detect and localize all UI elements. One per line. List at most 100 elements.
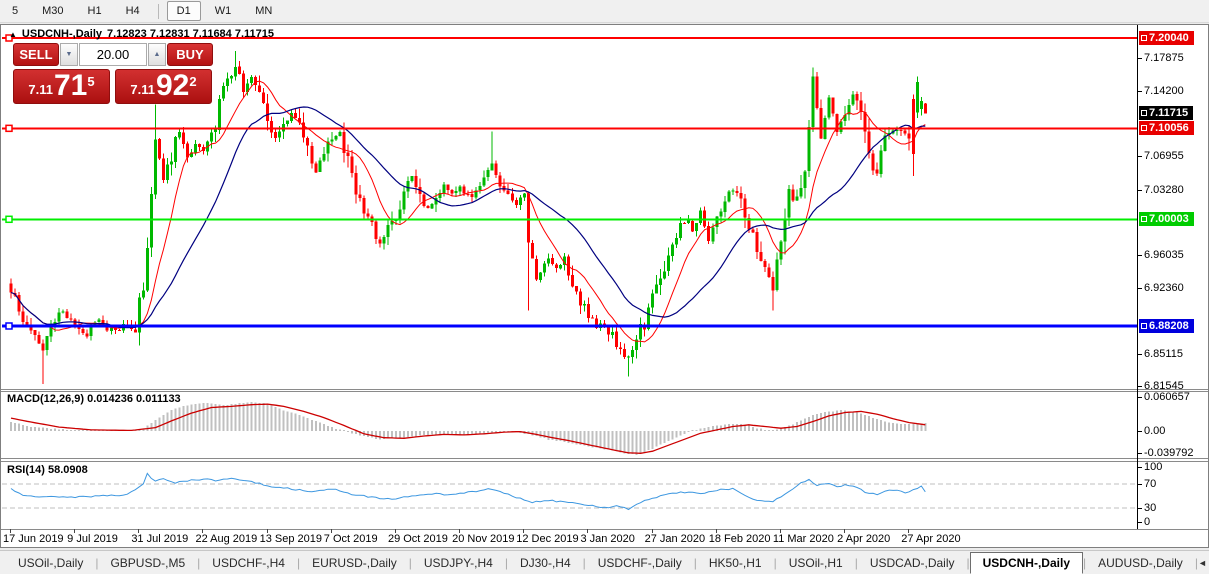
symbol-tab-usdchf-daily[interactable]: USDCHF-,Daily	[597, 555, 682, 570]
pane-separator[interactable]	[1, 458, 1208, 459]
symbol-tab-usdcad-daily[interactable]: USDCAD-,Daily	[869, 555, 955, 570]
axis-tick	[1138, 467, 1142, 468]
axis-tick	[1138, 386, 1142, 388]
date-tick	[651, 529, 653, 533]
pane-separator	[1, 391, 1208, 392]
axis-tick	[1138, 189, 1142, 191]
price-tick-label: 7.17875	[1144, 51, 1184, 64]
tab-separator: |	[504, 555, 508, 570]
timeframe-button-w1[interactable]: W1	[214, 5, 232, 17]
axis-tick	[1138, 255, 1142, 257]
price-tick-label: 7.03280	[1144, 183, 1184, 196]
one-click-trading-panel: SELL ▼ 20.00 ▲ BUY 7.11 71 5 7.11 92 2	[13, 43, 213, 104]
volume-decrease-button[interactable]: ▼	[60, 43, 78, 66]
symbol-tab-usoil-daily[interactable]: USOil-,Daily	[18, 555, 84, 570]
date-label: 13 Sep 2019	[259, 533, 323, 545]
price-tick-label: 7.06955	[1144, 150, 1184, 163]
timeframe-button-5[interactable]: 5	[12, 5, 19, 17]
date-label: 7 Oct 2019	[323, 533, 378, 545]
sell-button[interactable]: SELL	[13, 43, 59, 66]
chart-title: ▲ USDCNH-,Daily 7.12823 7.12831 7.11684 …	[9, 28, 274, 40]
symbol-tab-eurusd-daily[interactable]: EURUSD-,Daily	[312, 555, 397, 570]
chart-canvas[interactable]	[2, 25, 1138, 547]
axis-tick	[1138, 508, 1142, 509]
sell-price-prefix: 7.11	[28, 82, 53, 97]
symbol-period-label: USDCNH-,Daily	[21, 28, 102, 40]
date-label: 2 Apr 2020	[837, 533, 891, 545]
symbol-tab-usdjpy-h4[interactable]: USDJPY-,H4	[423, 555, 493, 570]
symbol-tab-usdchf-h4[interactable]: USDCHF-,H4	[212, 555, 285, 570]
symbol-tab-audusd-daily[interactable]: AUDUSD-,Daily	[1098, 555, 1183, 570]
date-tick	[330, 529, 332, 533]
axis-tick	[1138, 353, 1142, 355]
rsi-axis-label: 70	[1144, 478, 1157, 490]
tab-separator: |	[1194, 555, 1198, 570]
price-tick-label: 6.81545	[1144, 380, 1184, 393]
symbol-tab-hk50-h1[interactable]: HK50-,H1	[708, 555, 762, 570]
axis-tick	[1138, 431, 1142, 432]
expand-icon[interactable]: ▲	[9, 29, 17, 39]
volume-input[interactable]: 20.00	[79, 43, 147, 66]
timeframe-button-mn[interactable]: MN	[255, 5, 273, 17]
timeframe-button-m30[interactable]: M30	[42, 5, 64, 17]
date-label: 27 Apr 2020	[901, 533, 961, 545]
buy-quote-panel[interactable]: 7.11 92 2	[115, 69, 212, 104]
axis-tick	[1138, 288, 1142, 290]
axis-tick	[1138, 484, 1142, 485]
date-label: 31 Jul 2019	[131, 533, 189, 545]
tab-separator: |	[95, 555, 99, 570]
sell-price-pip: 5	[87, 74, 95, 89]
ohlc-values: 7.12823 7.12831 7.11684 7.11715	[107, 28, 275, 40]
symbol-tab-usoil-h1[interactable]: USOil-,H1	[788, 555, 843, 570]
date-tick	[394, 529, 396, 533]
axis-tick	[1138, 57, 1142, 59]
macd-indicator-label: MACD(12,26,9) 0.014236 0.011133	[7, 393, 181, 405]
pane-separator[interactable]	[1, 389, 1208, 390]
macd-axis-label: -0.039792	[1144, 447, 1194, 459]
date-label: 22 Aug 2019	[195, 533, 258, 545]
axis-tick	[1138, 522, 1142, 523]
tab-separator: |	[582, 555, 586, 570]
hline-price-label: 7.00003	[1139, 212, 1194, 227]
price-tick-label: 7.14200	[1144, 84, 1184, 97]
hline-price-label: 6.88208	[1139, 319, 1194, 333]
axis-tick	[1138, 156, 1142, 158]
tab-scroll-left-icon[interactable]: ◄	[1197, 557, 1207, 568]
pane-separator	[1, 461, 1208, 462]
date-label: 20 Nov 2019	[452, 533, 515, 545]
macd-axis-label: 0.060657	[1144, 391, 1190, 403]
date-tick	[715, 529, 717, 533]
price-tick-label: 6.92360	[1144, 282, 1184, 295]
price-axis-line	[1137, 25, 1138, 529]
date-tick	[74, 529, 76, 533]
symbol-tab-usdcnh-daily[interactable]: USDCNH-,Daily	[969, 551, 1083, 574]
date-tick	[266, 529, 268, 533]
timeframe-button-h4[interactable]: H4	[125, 5, 140, 17]
date-label: 17 Jun 2019	[3, 533, 64, 545]
axis-tick	[1138, 453, 1142, 454]
symbol-tab-gbpusd-m5[interactable]: GBPUSD-,M5	[110, 555, 186, 570]
buy-button[interactable]: BUY	[167, 43, 213, 66]
symbol-tab-dj30-h4[interactable]: DJ30-,H4	[519, 555, 571, 570]
tab-separator: |	[408, 555, 412, 570]
date-label: 18 Feb 2020	[708, 533, 771, 545]
date-tick	[844, 529, 846, 533]
buy-price-pip: 2	[189, 74, 197, 89]
timeframe-button-h1[interactable]: H1	[87, 5, 102, 17]
date-tick	[10, 529, 11, 533]
timeframe-button-d1[interactable]: D1	[166, 1, 201, 21]
pane-separator	[1, 529, 1208, 530]
date-label: 9 Jul 2019	[67, 533, 118, 545]
rsi-axis-label: 30	[1144, 502, 1157, 514]
buy-price-big: 92	[155, 69, 190, 102]
tab-separator: |	[296, 555, 301, 570]
tab-separator: |	[966, 555, 970, 570]
volume-increase-button[interactable]: ▲	[148, 43, 166, 66]
toolbar-separator	[157, 3, 159, 19]
sell-quote-panel[interactable]: 7.11 71 5	[13, 69, 110, 104]
date-tick	[202, 529, 204, 533]
date-tick	[459, 529, 461, 533]
date-label: 3 Jan 2020	[580, 533, 635, 545]
date-label: 11 Mar 2020	[772, 533, 834, 545]
